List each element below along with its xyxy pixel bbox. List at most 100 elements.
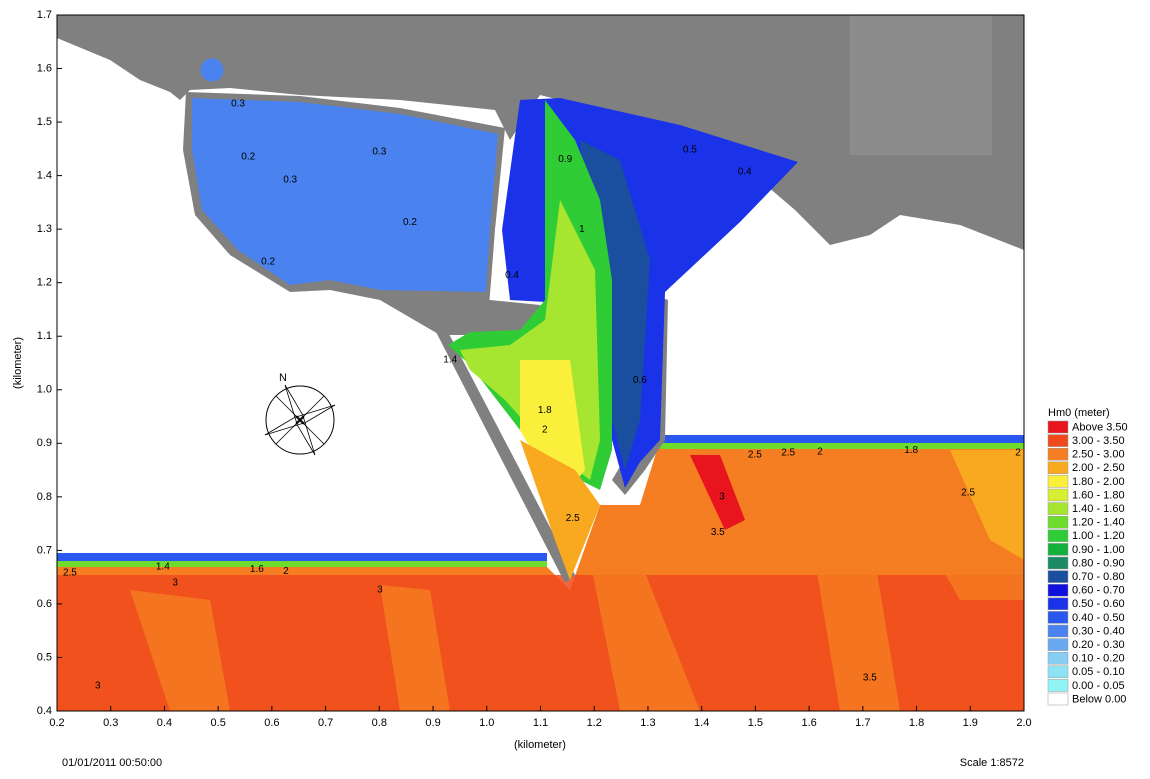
y-tick-label: 1.1 (37, 330, 52, 342)
x-tick-label: 0.4 (157, 717, 172, 729)
y-tick-label: 1.5 (37, 116, 52, 128)
scale: Scale 1:8572 (960, 757, 1024, 769)
contour-label: 0.2 (261, 256, 275, 267)
y-tick-label: 1.3 (37, 223, 52, 235)
legend-swatch (1048, 625, 1068, 637)
contour-label: 2.5 (781, 448, 795, 459)
shore-band (57, 561, 547, 567)
y-tick-label: 1.7 (37, 9, 52, 21)
x-tick-label: 0.6 (264, 717, 279, 729)
y-tick-label: 0.9 (37, 437, 52, 449)
legend-label: 3.00 - 3.50 (1072, 435, 1125, 447)
contour-label: 0.6 (633, 375, 647, 386)
contour-label: 2.5 (63, 568, 77, 579)
x-tick-label: 0.9 (425, 717, 440, 729)
x-tick-label: 0.8 (372, 717, 387, 729)
y-tick-label: 0.4 (37, 705, 52, 717)
compass-label: N (279, 372, 287, 384)
legend-label: 1.20 - 1.40 (1072, 517, 1125, 529)
legend-swatch (1048, 611, 1068, 623)
legend-label: 0.90 - 1.00 (1072, 544, 1125, 556)
contour-label: 0.2 (403, 217, 417, 228)
shore-band (660, 443, 1024, 449)
legend-label: 0.70 - 0.80 (1072, 571, 1125, 583)
legend-swatch (1048, 503, 1068, 515)
y-tick-label: 0.8 (37, 491, 52, 503)
contour-label: 3 (719, 491, 725, 502)
x-tick-label: 0.7 (318, 717, 333, 729)
x-tick-label: 0.2 (49, 717, 64, 729)
basin-pocket (199, 57, 225, 83)
x-tick-label: 1.1 (533, 717, 548, 729)
contour-label: 1.4 (443, 354, 457, 365)
contour-label: 2.5 (748, 450, 762, 461)
legend-swatch (1048, 435, 1068, 447)
legend-swatch (1048, 516, 1068, 528)
contour-label: 1 (579, 224, 585, 235)
legend-swatch (1048, 557, 1068, 569)
contour-label: 0.5 (683, 145, 697, 156)
legend-swatch (1048, 679, 1068, 691)
contour-label: 2.5 (961, 488, 975, 499)
legend-swatch (1048, 693, 1068, 705)
contour-label: 1.4 (156, 562, 170, 573)
shore-band (57, 553, 547, 561)
legend-label: 1.60 - 1.80 (1072, 489, 1125, 501)
y-tick-label: 0.7 (37, 544, 52, 556)
legend-title: Hm0 (meter) (1048, 407, 1110, 419)
contour-label: 2 (817, 447, 823, 458)
y-tick-label: 1.0 (37, 384, 52, 396)
y-tick-label: 0.5 (37, 651, 52, 663)
timestamp: 01/01/2011 00:50:00 (62, 757, 162, 769)
legend-swatch (1048, 489, 1068, 501)
legend-label: Above 3.50 (1072, 421, 1128, 433)
legend-label: Below 0.00 (1072, 693, 1126, 705)
legend-label: 0.30 - 0.40 (1072, 625, 1125, 637)
legend-label: 0.05 - 0.10 (1072, 666, 1125, 678)
x-tick-label: 1.2 (587, 717, 602, 729)
contour-label: 0.4 (738, 167, 752, 178)
legend-swatch (1048, 571, 1068, 583)
x-tick-label: 1.3 (640, 717, 655, 729)
legend-label: 0.80 - 0.90 (1072, 557, 1125, 569)
legend-label: 0.00 - 0.05 (1072, 680, 1125, 692)
x-tick-label: 0.3 (103, 717, 118, 729)
y-axis-label: (kilometer) (12, 337, 24, 389)
legend-swatch (1048, 448, 1068, 460)
legend-swatch (1048, 543, 1068, 555)
contour-label: 3 (377, 585, 383, 596)
contour-label: 1.8 (538, 405, 552, 416)
x-axis-label: (kilometer) (514, 739, 566, 751)
x-tick-label: 1.6 (801, 717, 816, 729)
legend-label: 1.80 - 2.00 (1072, 476, 1125, 488)
x-tick-label: 2.0 (1016, 717, 1031, 729)
land-block (850, 15, 992, 155)
x-tick-label: 1.8 (909, 717, 924, 729)
x-tick-label: 1.9 (963, 717, 978, 729)
y-tick-label: 1.6 (37, 62, 52, 74)
y-tick-label: 1.2 (37, 277, 52, 289)
contour-label: 2 (283, 566, 289, 577)
legend-label: 0.60 - 0.70 (1072, 585, 1125, 597)
legend-label: 0.10 - 0.20 (1072, 653, 1125, 665)
x-tick-label: 1.0 (479, 717, 494, 729)
chart: N (kilometer) (kilometer) Hm0 (meter) 01… (0, 0, 1150, 774)
legend-swatch (1048, 584, 1068, 596)
legend-swatch (1048, 530, 1068, 542)
contour-label: 0.9 (558, 154, 572, 165)
legend-swatch (1048, 666, 1068, 678)
contour-label: 2 (1015, 448, 1021, 459)
legend-label: 1.00 - 1.20 (1072, 530, 1125, 542)
contour-label: 2 (542, 425, 548, 436)
contour-label: 0.3 (372, 147, 386, 158)
x-tick-label: 0.5 (211, 717, 226, 729)
legend-swatch (1048, 639, 1068, 651)
legend-swatch (1048, 421, 1068, 433)
contour-label: 0.2 (241, 152, 255, 163)
x-tick-label: 1.7 (855, 717, 870, 729)
contour-label: 0.3 (231, 99, 245, 110)
contour-label: 1.6 (250, 564, 264, 575)
legend-label: 2.00 - 2.50 (1072, 462, 1125, 474)
contour-label: 0.4 (505, 270, 519, 281)
y-tick-label: 0.6 (37, 598, 52, 610)
